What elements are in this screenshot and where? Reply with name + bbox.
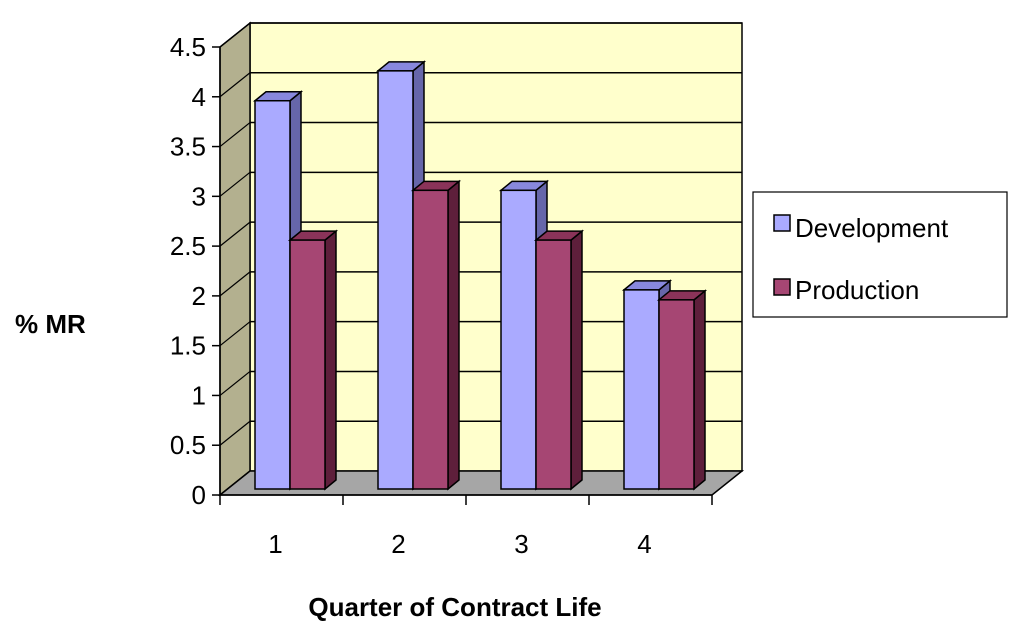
y-axis-title: % MR bbox=[15, 309, 86, 339]
bar-side-face bbox=[693, 289, 706, 491]
bar-production-q3 bbox=[533, 229, 585, 491]
bar-front-face bbox=[412, 189, 449, 490]
x-tick-label: 3 bbox=[514, 529, 528, 559]
x-axis-title: Quarter of Contract Life bbox=[308, 592, 601, 622]
y-tick-label: 0.5 bbox=[170, 430, 206, 460]
y-tick-label: 4.5 bbox=[170, 32, 206, 62]
bar-front-face bbox=[289, 239, 326, 490]
gridline-side bbox=[219, 321, 251, 347]
legend-swatch-development bbox=[773, 214, 791, 232]
gridline-side bbox=[219, 171, 251, 197]
bar-side-face bbox=[324, 229, 337, 491]
x-tick-label: 4 bbox=[637, 529, 651, 559]
bar-front-face bbox=[254, 99, 291, 490]
legend-label-production: Production bbox=[795, 275, 919, 305]
bar-side-face bbox=[447, 179, 460, 491]
y-tick-label: 3 bbox=[192, 181, 206, 211]
gridline-side bbox=[219, 221, 251, 247]
y-tick-label: 4 bbox=[192, 82, 206, 112]
y-tick-label: 2 bbox=[192, 281, 206, 311]
gridline-side bbox=[219, 122, 251, 148]
bar-development-q3 bbox=[498, 179, 550, 491]
gridline-side bbox=[219, 72, 251, 98]
bar-production-q1 bbox=[287, 229, 339, 491]
legend-label-development: Development bbox=[795, 213, 949, 243]
bars bbox=[252, 60, 708, 491]
bar-front-face bbox=[658, 299, 695, 490]
y-tick-labels: 0 0.5 1 1.5 2 2.5 3 3.5 4 4.5 bbox=[170, 32, 206, 510]
gridline-side bbox=[219, 271, 251, 297]
bar-front-face bbox=[377, 70, 414, 490]
y-tick-label: 2.5 bbox=[170, 231, 206, 261]
legend: Development Production bbox=[752, 191, 1008, 318]
gridline-side bbox=[219, 22, 251, 48]
gridline-side bbox=[219, 420, 251, 446]
axes bbox=[212, 46, 713, 505]
bar-front-face bbox=[500, 189, 537, 490]
bar-side-face bbox=[570, 229, 583, 491]
bar-front-face bbox=[535, 239, 572, 490]
y-tick-label: 3.5 bbox=[170, 132, 206, 162]
y-tick-label: 0 bbox=[192, 480, 206, 510]
bar-production-q4 bbox=[656, 289, 708, 491]
bar-front-face bbox=[623, 289, 660, 490]
legend-swatch-production bbox=[773, 278, 791, 296]
y-tick-label: 1 bbox=[192, 380, 206, 410]
x-tick-label: 1 bbox=[268, 529, 282, 559]
gridline-side bbox=[219, 370, 251, 396]
y-tick-label: 1.5 bbox=[170, 331, 206, 361]
x-tick-label: 2 bbox=[391, 529, 405, 559]
x-tick-labels: 1 2 3 4 bbox=[268, 529, 651, 559]
bar-production-q2 bbox=[410, 179, 462, 491]
legend-box bbox=[752, 191, 1008, 318]
